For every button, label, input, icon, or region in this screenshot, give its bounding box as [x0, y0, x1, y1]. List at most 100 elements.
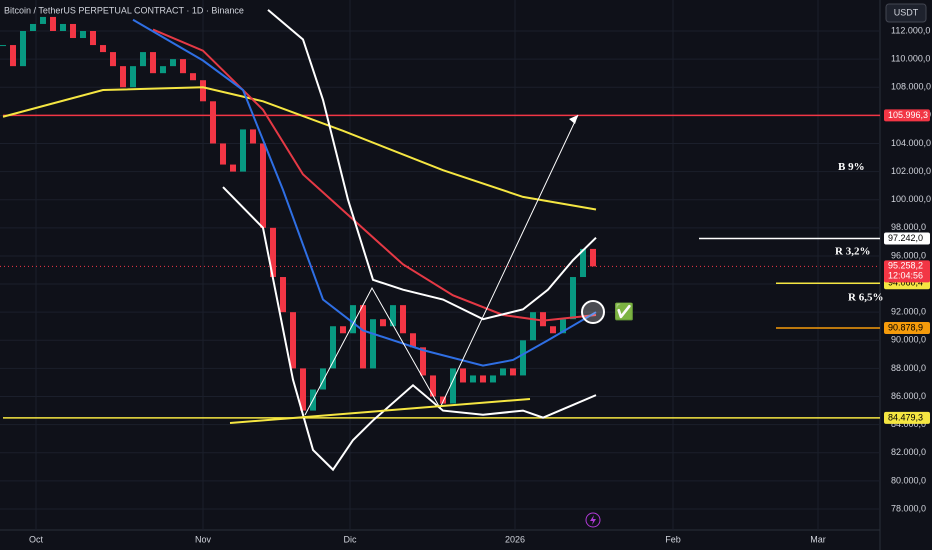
candle-body — [320, 368, 326, 390]
candle-body — [240, 129, 246, 172]
y-tick-label: 110.000,0 — [891, 53, 930, 63]
candle-body — [200, 80, 206, 102]
candle-body — [420, 347, 426, 376]
candle-body — [530, 312, 536, 341]
candle-body — [40, 16, 46, 24]
candle-body — [250, 129, 256, 144]
candle-body — [370, 319, 376, 369]
y-tick-label: 98.000,0 — [891, 222, 926, 232]
event-icon[interactable] — [585, 512, 601, 528]
y-tick-label: 102.000,0 — [891, 166, 931, 176]
y-tick-label: 80.000,0 — [891, 475, 926, 485]
annotation: R 6,5% — [848, 292, 883, 304]
labels: 112.000,0110.000,0108.000,0106.000,0104.… — [29, 25, 931, 544]
currency-button[interactable] — [885, 3, 927, 23]
level-label: 90.878,9 — [888, 322, 923, 332]
candle-body — [520, 340, 526, 376]
y-tick-label: 100.000,0 — [891, 194, 931, 204]
candle-body — [140, 52, 146, 67]
level-label-box — [884, 232, 930, 245]
candle-body — [80, 31, 86, 39]
candle-body — [60, 23, 66, 31]
level-label-box — [884, 109, 930, 122]
candle-body — [490, 375, 496, 383]
candle-body — [170, 59, 176, 67]
y-tick-label: 108.000,0 — [891, 82, 931, 92]
candle-body — [290, 312, 296, 369]
candle-body — [460, 368, 466, 383]
candle-body — [300, 368, 306, 411]
y-tick-label: 96.000,0 — [891, 250, 926, 260]
lightning — [590, 515, 596, 525]
candle-body — [30, 23, 36, 31]
level-label: 84.479,3 — [888, 412, 923, 422]
candle-body — [480, 375, 486, 383]
last-price-box — [884, 260, 930, 283]
candle-body — [70, 23, 76, 39]
annotation: B 9% — [838, 161, 865, 173]
candle-body — [350, 305, 356, 334]
candle-body — [160, 66, 166, 74]
candle-body — [510, 368, 516, 376]
candle-body — [90, 31, 96, 46]
candle-body — [590, 248, 596, 267]
candle-body — [340, 326, 346, 334]
level-label-box — [884, 321, 930, 334]
candle-body — [280, 277, 286, 313]
level-label: 105.996,3 — [888, 110, 928, 120]
last-price-label: 95.258,2 — [888, 261, 923, 271]
candle-body — [220, 143, 226, 165]
candle-body — [180, 59, 186, 74]
candle-body — [330, 326, 336, 369]
candle-body — [150, 52, 156, 74]
x-tick-label: Dic — [344, 534, 357, 544]
candle-body — [500, 368, 506, 376]
y-tick-label: 86.000,0 — [891, 391, 926, 401]
candle-body — [450, 368, 456, 404]
indicator-line — [222, 186, 597, 472]
y-tick-label: 78.000,0 — [891, 503, 926, 513]
candle-body — [270, 227, 276, 278]
candle-body — [20, 31, 26, 67]
marker-circle — [581, 300, 605, 324]
x-tick-label: Feb — [665, 534, 681, 544]
candle-body — [380, 319, 386, 327]
y-tick-label: 104.000,0 — [891, 138, 931, 148]
candle-body — [50, 16, 56, 31]
level-label: 97.242,0 — [888, 233, 923, 243]
level-label: 94.060,4 — [888, 278, 923, 288]
candle-body — [470, 375, 476, 383]
x-tick-label: Oct — [29, 534, 44, 544]
candle-body — [560, 319, 566, 334]
indicator-line — [267, 9, 597, 321]
zigzag-drawing — [304, 114, 579, 416]
countdown: 12:04:56 — [888, 271, 923, 281]
candle-body — [390, 305, 396, 327]
arrow-head — [569, 115, 578, 124]
candle-body — [210, 101, 216, 144]
candle-body — [360, 305, 366, 369]
x-tick-label: 2026 — [505, 534, 525, 544]
candle-body — [570, 277, 576, 320]
trend-line — [229, 398, 531, 424]
indicator-line — [2, 86, 597, 211]
candle-body — [10, 45, 16, 67]
y-tick-label: 90.000,0 — [891, 335, 926, 345]
candle-body — [110, 52, 116, 67]
candle-body — [440, 396, 446, 404]
currency-label: USDT — [894, 7, 919, 17]
symbol-title: Bitcoin / TetherUS PERPETUAL CONTRACT · … — [4, 5, 244, 15]
candle-body — [130, 66, 136, 88]
x-tick-label: Nov — [195, 534, 212, 544]
indicators — [2, 9, 597, 472]
candle-body — [430, 375, 436, 397]
indicator-line — [152, 28, 597, 322]
annotation: R 3,2% — [835, 245, 870, 257]
candle-body — [100, 45, 106, 53]
candle-body — [410, 333, 416, 348]
candle-body — [540, 312, 546, 327]
signal-icon: ✅ — [614, 302, 634, 321]
candle-body — [400, 305, 406, 334]
